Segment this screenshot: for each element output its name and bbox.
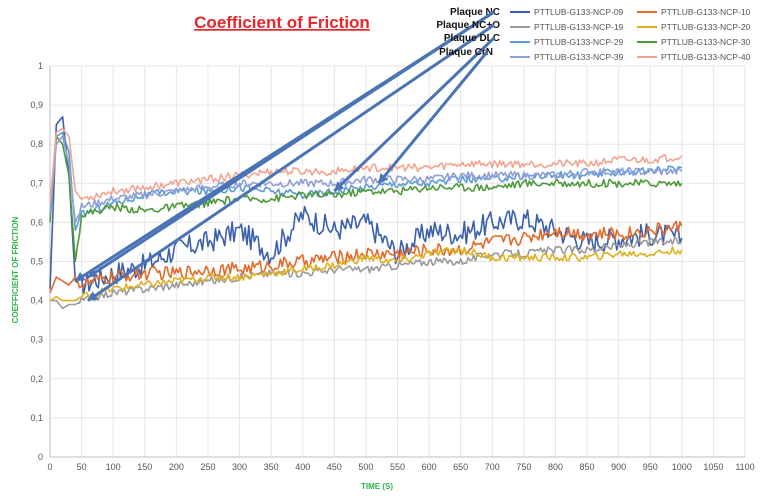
x-tick-label: 800 bbox=[548, 462, 563, 472]
series-line-pttlub-g133-ncp-20 bbox=[49, 246, 683, 302]
y-tick-label: 0,2 bbox=[30, 374, 43, 384]
legend-label: PTTLUB-G133-NCP-20 bbox=[661, 22, 751, 32]
x-axis-label: TIME (S) bbox=[361, 482, 393, 491]
annotation-arrowhead bbox=[334, 181, 345, 192]
annotation-arrow bbox=[74, 10, 495, 283]
legend-label: PTTLUB-G133-NCP-19 bbox=[534, 22, 624, 32]
annotation-arrow bbox=[377, 51, 489, 185]
series-line-pttlub-g133-ncp-30 bbox=[49, 135, 683, 263]
chart-title: Coefficient of Friction bbox=[194, 13, 370, 32]
y-tick-label: 0 bbox=[38, 452, 43, 462]
x-tick-label: 100 bbox=[106, 462, 121, 472]
y-tick-label: 0,5 bbox=[30, 257, 43, 267]
legend-label: PTTLUB-G133-NCP-30 bbox=[661, 37, 751, 47]
axes: 0 50 100 150 200 250 300 350 400 450 500 550 600 650 7… bbox=[30, 61, 754, 472]
legend-label: PTTLUB-G133-NCP-39 bbox=[534, 52, 624, 62]
annotation-arrowhead bbox=[87, 291, 99, 301]
x-tick-label: 450 bbox=[327, 462, 342, 472]
x-tick-label: 250 bbox=[200, 462, 215, 472]
x-tick-label: 350 bbox=[264, 462, 279, 472]
x-tick-label: 0 bbox=[47, 462, 52, 472]
annotation-label: Plaque CrN bbox=[439, 47, 493, 58]
y-tick-label: 0,6 bbox=[30, 217, 43, 227]
x-tick-label: 500 bbox=[358, 462, 373, 472]
grid bbox=[49, 65, 746, 458]
x-tick-label: 200 bbox=[169, 462, 184, 472]
series-line-pttlub-g133-ncp-19 bbox=[50, 237, 683, 310]
annotation-label: Plaque NC bbox=[450, 7, 500, 18]
legend-label: PTTLUB-G133-NCP-10 bbox=[661, 7, 751, 17]
annotation-arrowhead bbox=[378, 173, 389, 184]
x-tick-label: 550 bbox=[390, 462, 405, 472]
annotation-label: Plaque DLC bbox=[444, 33, 500, 44]
y-axis-label: COEFFICIENT OF FRICTION bbox=[11, 216, 20, 323]
series-line-pttlub-g133-ncp-40 bbox=[49, 127, 683, 203]
x-tick-label: 950 bbox=[643, 462, 658, 472]
x-tick-label: 700 bbox=[485, 462, 500, 472]
y-tick-label: 0,8 bbox=[30, 139, 43, 149]
series-layer bbox=[49, 116, 683, 310]
legend-label: PTTLUB-G133-NCP-29 bbox=[534, 37, 624, 47]
y-tick-label: 0,4 bbox=[30, 296, 43, 306]
x-tick-label: 650 bbox=[453, 462, 468, 472]
x-tick-label: 300 bbox=[232, 462, 247, 472]
y-tick-label: 0,3 bbox=[30, 335, 43, 345]
x-tick-label: 1000 bbox=[672, 462, 692, 472]
annotation-arrowhead bbox=[87, 268, 99, 278]
x-tick-label: 1100 bbox=[735, 462, 754, 472]
annotation-layer: Plaque NC Plaque NC+O Plaque DLC Plaque CrN bbox=[74, 7, 500, 302]
annotation-label: Plaque NC+O bbox=[436, 20, 500, 31]
y-tick-label: 1 bbox=[38, 61, 43, 71]
x-tick-label: 1050 bbox=[703, 462, 723, 472]
annotation-arrow bbox=[87, 23, 495, 302]
legend-label: PTTLUB-G133-NCP-40 bbox=[661, 52, 751, 62]
series-line-pttlub-g133-ncp-09 bbox=[49, 116, 683, 296]
legend-label: PTTLUB-G133-NCP-09 bbox=[534, 7, 624, 17]
x-tick-label: 850 bbox=[580, 462, 595, 472]
y-tick-label: 0,7 bbox=[30, 178, 43, 188]
x-tick-label: 900 bbox=[611, 462, 626, 472]
x-tick-label: 750 bbox=[516, 462, 531, 472]
x-tick-label: 150 bbox=[137, 462, 152, 472]
x-tick-label: 50 bbox=[77, 462, 87, 472]
series-line-pttlub-g133-ncp-10 bbox=[49, 220, 683, 294]
series-line-pttlub-g133-ncp-39 bbox=[49, 135, 683, 224]
y-tick-label: 0,1 bbox=[30, 413, 43, 423]
x-tick-label: 600 bbox=[422, 462, 437, 472]
y-tick-label: 0,9 bbox=[30, 100, 43, 110]
annotation-arrowhead bbox=[75, 271, 86, 282]
annotation-arrow bbox=[333, 36, 496, 193]
legend: PTTLUB-G133-NCP-09 PTTLUB-G133-NCP-10 PTTL… bbox=[510, 7, 751, 62]
x-tick-label: 400 bbox=[295, 462, 310, 472]
